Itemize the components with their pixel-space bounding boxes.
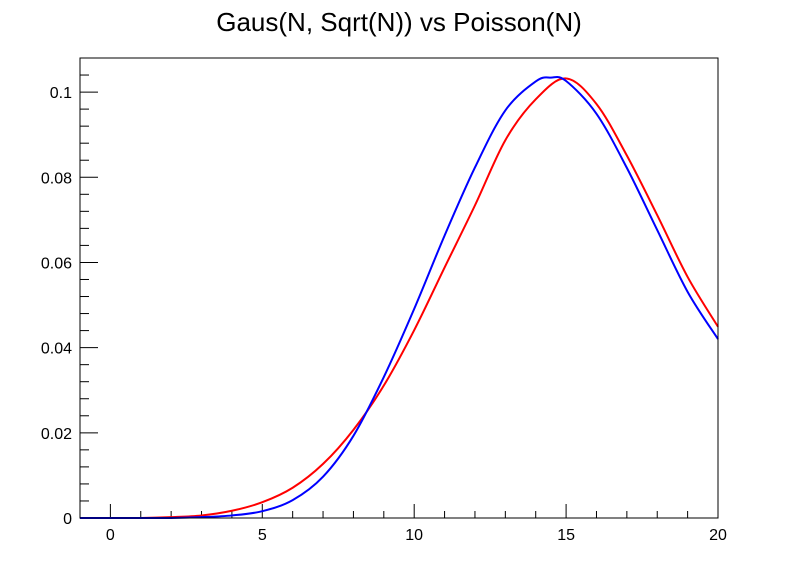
y-tick-label: 0.02 xyxy=(41,426,72,443)
y-tick-label: 0.1 xyxy=(50,85,72,102)
x-tick-label: 10 xyxy=(405,527,423,544)
plot-frame xyxy=(79,57,719,519)
y-tick-label: 0 xyxy=(63,511,72,528)
y-tick-label: 0.04 xyxy=(41,341,72,358)
y-tick-label: 0.06 xyxy=(41,255,72,272)
x-tick-label: 0 xyxy=(106,527,115,544)
y-tick-label: 0.08 xyxy=(41,170,72,187)
series-line-poisson-n xyxy=(80,77,719,519)
x-tick-label: 15 xyxy=(557,527,575,544)
x-tick-label: 20 xyxy=(709,527,727,544)
axes: 0 5 10 15 20 0 0.02 0.04 0.06 0.08 0.1 xyxy=(41,57,727,544)
series-line-gaus-n-sqrt-n xyxy=(80,76,719,519)
chart-title: Gaus(N, Sqrt(N)) vs Poisson(N) xyxy=(216,7,582,37)
x-tick-label: 5 xyxy=(258,527,267,544)
series-group xyxy=(80,76,719,519)
